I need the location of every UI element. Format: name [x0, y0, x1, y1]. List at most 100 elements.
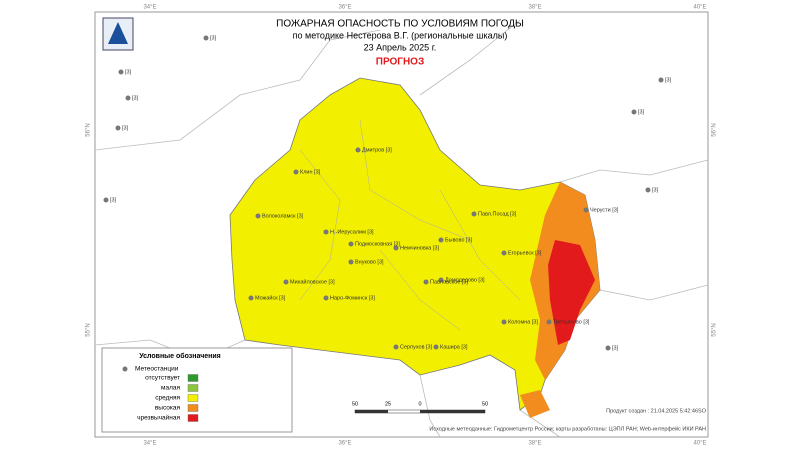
- legend-swatch: [187, 384, 199, 392]
- coordinates: 34°E 34°E 36°E 36°E 38°E 38°E 40°E 40°E 56°N 56°N…: [86, 5, 718, 447]
- station-marker: [255, 213, 261, 219]
- legend-title: Условные обозначения: [139, 352, 221, 360]
- legend-swatch: [187, 404, 199, 412]
- outside-station: [631, 109, 637, 115]
- outside-station: [605, 345, 611, 351]
- station-label: Кашира [3]: [440, 344, 468, 350]
- outside-label: [3]: [122, 125, 129, 131]
- outside-station: [103, 197, 109, 203]
- station-label: Наро-Фоминск [3]: [330, 295, 375, 301]
- station-marker: [438, 277, 444, 283]
- title: ПОЖАРНАЯ ОПАСНОСТЬ ПО УСЛОВИЯМ ПОГОДЫ: [276, 19, 524, 30]
- source: Исходные метеоданные: Гидрометцентр Росс…: [429, 425, 706, 432]
- outside-station: [125, 95, 131, 101]
- station-label: Третьяково [3]: [553, 319, 590, 325]
- lon-label-bottom: 36°E: [338, 441, 351, 447]
- station-label: Домодедово [3]: [445, 277, 485, 283]
- station-label: Волоколамск [3]: [262, 213, 304, 219]
- station-label: Клин [3]: [300, 169, 321, 175]
- lon-label-top: 40°E: [693, 5, 706, 11]
- scale-label: 50: [352, 401, 358, 407]
- outside-label: [3]: [210, 35, 217, 41]
- station-marker: [546, 319, 552, 325]
- station-marker: [355, 147, 361, 153]
- station-marker: [423, 279, 429, 285]
- lat-label-right: 55°N: [712, 323, 718, 336]
- outside-station: [645, 187, 651, 193]
- outside-label: [3]: [132, 95, 139, 101]
- station-label: Бывово [3]: [445, 237, 473, 243]
- station-label: Серпухов [3]: [400, 344, 433, 350]
- lat-label-left: 56°N: [86, 123, 92, 136]
- legend-label: средняя: [155, 395, 180, 402]
- outside-station: [203, 35, 209, 41]
- legend-label: отсутствует: [145, 375, 180, 382]
- date: 23 Апрель 2025 г.: [364, 42, 437, 52]
- legend-label: чрезвычайная: [137, 414, 180, 422]
- lon-label-bottom: 38°E: [528, 441, 541, 447]
- station-marker: [348, 241, 354, 247]
- station-marker: [583, 207, 589, 213]
- legend-swatch: [187, 374, 199, 382]
- station-label: Можайск [3]: [255, 294, 286, 301]
- legend-swatch: [187, 394, 199, 402]
- station-label: Павловское [3]: [430, 279, 468, 285]
- outside-label: [3]: [612, 345, 619, 351]
- outside-label: [3]: [665, 77, 672, 83]
- region-moderate: [229, 77, 601, 411]
- legend-label: высокая: [155, 405, 181, 412]
- station-label: Дмитров [3]: [362, 147, 392, 153]
- station-marker: [293, 169, 299, 175]
- legend-label: малая: [161, 385, 180, 392]
- scale-label: 25: [385, 401, 391, 407]
- created: Продукт создан : 21.04.2025 5:42:46SO: [606, 408, 707, 414]
- outside-station: [118, 69, 124, 75]
- station-label: Егорьевск [3]: [508, 250, 542, 256]
- station-marker: [323, 295, 329, 301]
- outside-label: [3]: [110, 197, 117, 203]
- station-marker: [393, 245, 399, 251]
- scale-bar: [354, 409, 486, 414]
- station-marker: [438, 237, 444, 243]
- region-high-south: [520, 390, 550, 418]
- scale-label: 50: [482, 401, 488, 407]
- outside-station: [658, 77, 664, 83]
- lon-label-bottom: 34°E: [143, 441, 156, 447]
- region-extreme: [548, 240, 595, 345]
- station-marker: [471, 211, 477, 217]
- station-label: Внуково [3]: [355, 259, 384, 265]
- outside-station: [115, 125, 121, 131]
- station-marker: [283, 279, 289, 285]
- district-borders: [299, 119, 521, 331]
- station-label: Немчиновка [3]: [400, 245, 439, 251]
- lon-label-top: 38°E: [528, 5, 541, 11]
- lat-label-right: 56°N: [712, 123, 718, 136]
- lon-label-top: 36°E: [338, 5, 351, 11]
- legend-swatch: [187, 414, 199, 422]
- legend-station: Метеостанции: [135, 366, 179, 373]
- lon-label-bottom: 40°E: [693, 441, 706, 447]
- station-marker: [393, 344, 399, 350]
- station-label: Черусти [3]: [590, 207, 619, 213]
- outside-label: [3]: [125, 69, 132, 75]
- outside-label: [3]: [638, 109, 645, 115]
- lon-label-top: 34°E: [143, 5, 156, 11]
- station-marker: [323, 229, 329, 235]
- station-label: Михайловское [3]: [290, 278, 335, 285]
- outside-label: [3]: [652, 187, 659, 193]
- station-label: Коломна [3]: [508, 319, 538, 325]
- stations: Дмитров [3] Клин [3] Волоколамск [3] Н.-Иер…: [103, 35, 672, 393]
- scale-label: 0: [418, 401, 421, 407]
- station-label: Подмосковная [3]: [355, 241, 400, 247]
- station-marker: [248, 295, 254, 301]
- legend-items: отсутствует малая средняя высокая чрезвычайн…: [137, 374, 199, 422]
- station-marker: [433, 344, 439, 350]
- station-label: Павл.Посад [3]: [478, 211, 517, 217]
- station-label: Н.-Иерусалим [3]: [330, 229, 374, 235]
- forecast: ПРОГНОЗ: [376, 57, 424, 68]
- station-marker: [348, 259, 354, 265]
- legend-station-icon: [122, 366, 128, 372]
- station-marker: [501, 250, 507, 256]
